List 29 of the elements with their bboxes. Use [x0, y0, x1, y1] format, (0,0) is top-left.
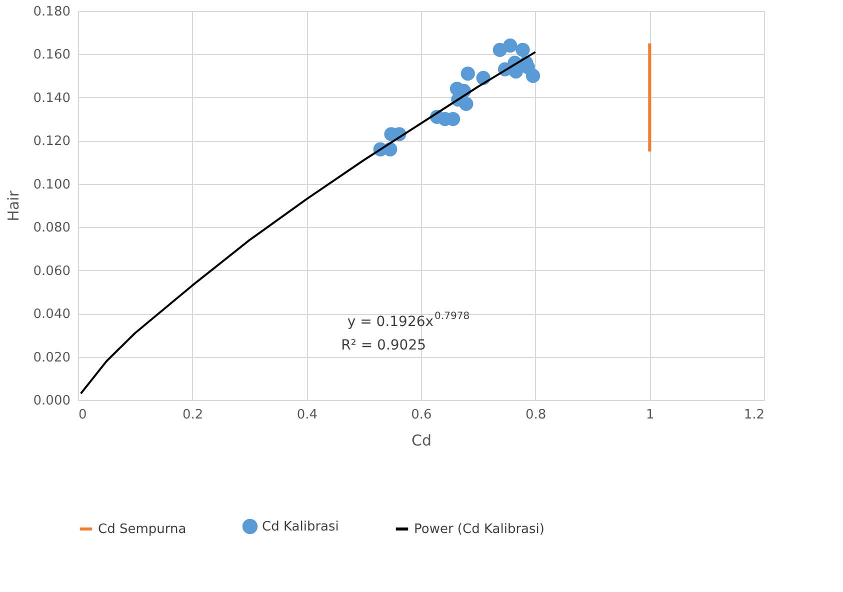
y-tick-label: 0.180: [33, 4, 70, 20]
point: [503, 38, 518, 53]
x-tick-label: 1: [646, 408, 654, 422]
y-tick-label: 0.020: [33, 350, 70, 366]
y-tick-label: 0.100: [33, 177, 70, 192]
y-tick-label: 0.120: [33, 134, 70, 150]
point: [459, 96, 474, 111]
x-tick-label: 0: [78, 408, 87, 422]
legend-label: Cd Kalibrasi: [262, 519, 339, 534]
y-tick-label: 0.000: [33, 394, 70, 408]
legend-label: Power (Cd Kalibrasi): [414, 522, 544, 537]
y-tick-label: 0.160: [33, 48, 70, 63]
line-series: [80, 51, 536, 395]
point: [526, 68, 540, 83]
x-tick-label: 1.2: [744, 408, 764, 422]
x-tick-label: 0.4: [296, 408, 318, 422]
y-axis-title: Hair: [4, 190, 22, 222]
y-tick-label: 0.060: [33, 264, 70, 279]
x-tick-label: 0.8: [525, 408, 546, 422]
x-tick-label: 0.2: [182, 408, 204, 422]
y-tick-label: 0.080: [33, 220, 70, 236]
point: [460, 66, 475, 81]
x-axis-title: Cd: [412, 432, 432, 450]
annotation: R² = 0.9025: [341, 338, 426, 354]
point: [516, 42, 530, 57]
y-tick-label: 0.140: [33, 90, 70, 106]
y-tick-label: 0.040: [33, 307, 70, 322]
legend-label: Cd Sempurna: [98, 522, 186, 537]
x-tick-label: 0.6: [411, 408, 432, 422]
